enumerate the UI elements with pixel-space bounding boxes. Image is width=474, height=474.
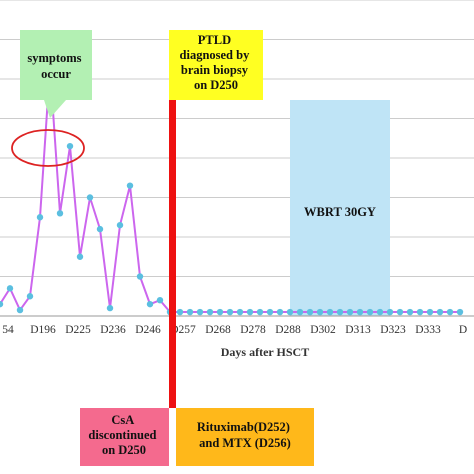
x-axis-label: Days after HSCT	[221, 345, 309, 359]
data-point-21	[206, 308, 214, 316]
data-point-24	[236, 308, 244, 316]
data-point-44	[436, 308, 444, 316]
csa-line-2: discontinued	[88, 428, 156, 442]
data-point-42	[416, 308, 424, 316]
data-point-8	[76, 253, 84, 260]
rituximab-callout	[176, 408, 314, 466]
data-point-43	[426, 308, 434, 316]
ptld-text: PTLD diagnosed by brain biopsy on D250	[180, 33, 253, 92]
data-point-33	[326, 308, 334, 316]
data-point-11	[106, 304, 114, 312]
data-point-29	[286, 308, 294, 316]
rituximab-line-1: Rituximab(D252)	[197, 420, 290, 434]
data-point-19	[186, 308, 194, 316]
x-tick-label: D278	[240, 324, 266, 336]
data-point-37	[366, 308, 374, 316]
d250-event-line	[169, 30, 176, 408]
data-point-26	[256, 308, 264, 316]
csa-line-1: CsA	[111, 413, 134, 427]
data-point-39	[386, 308, 394, 316]
series-line	[0, 63, 464, 316]
data-point-20	[196, 308, 204, 316]
x-tick-label: D323	[380, 324, 406, 336]
symptoms-line-1: symptoms	[27, 51, 81, 65]
ptld-callout	[169, 30, 263, 100]
data-point-2	[16, 306, 24, 314]
data-point-13	[126, 182, 134, 189]
data-point-7	[66, 142, 74, 150]
symptoms-line-2: occur	[41, 67, 71, 81]
data-point-31	[306, 308, 314, 316]
data-point-1	[6, 285, 14, 292]
data-point-28	[276, 308, 284, 316]
data-point-25	[246, 308, 254, 316]
symptoms-callout	[20, 30, 92, 100]
x-tick-label: D313	[345, 324, 371, 336]
data-point-14	[136, 273, 144, 280]
data-point-38	[376, 308, 384, 316]
x-tick-label: D268	[205, 324, 231, 336]
data-point-22	[216, 308, 224, 316]
ptld-line-4: on D250	[194, 78, 238, 92]
data-point-18	[176, 308, 184, 316]
rituximab-text: Rituximab(D252) and MTX (D256)	[197, 420, 293, 450]
csa-callout	[80, 408, 169, 466]
data-point-30	[296, 308, 304, 316]
ptld-line-2: diagnosed by	[180, 48, 251, 62]
series-path	[0, 67, 460, 314]
data-point-3	[26, 293, 34, 300]
data-point-12	[116, 221, 124, 229]
peak-highlight-ellipse	[11, 129, 85, 167]
wbrt-shaded-region	[290, 100, 390, 316]
data-point-35	[346, 308, 354, 316]
x-tick-label: D333	[415, 324, 441, 336]
x-tick-label: D236	[100, 324, 126, 336]
csa-text: CsA discontinued on D250	[88, 413, 159, 457]
x-tick-label: D	[459, 324, 467, 336]
csa-line-3: on D250	[102, 443, 146, 457]
data-point-27	[266, 308, 274, 316]
x-tick-label: D288	[275, 324, 301, 336]
rituximab-line-2: and MTX (D256)	[199, 436, 291, 450]
data-point-0	[0, 300, 4, 308]
x-tick-label: 54	[2, 324, 14, 336]
x-tick-label: D257	[170, 324, 196, 336]
symptoms-text: symptoms occur	[27, 51, 84, 81]
data-point-23	[226, 308, 234, 316]
data-point-46	[456, 308, 464, 316]
data-point-40	[396, 308, 404, 316]
x-tick-label: D246	[135, 324, 161, 336]
data-point-16	[156, 297, 164, 304]
wbrt-label: WBRT 30GY	[304, 205, 376, 219]
data-point-45	[446, 308, 454, 316]
ptld-line-3: brain biopsy	[181, 63, 249, 77]
ptld-line-1: PTLD	[198, 33, 231, 47]
symptoms-callout-pointer	[44, 100, 66, 118]
x-tick-label: D196	[30, 324, 56, 336]
data-point-32	[316, 308, 324, 316]
x-tick-label: D302	[310, 324, 336, 336]
data-point-15	[146, 300, 154, 308]
data-point-34	[336, 308, 344, 316]
data-point-4	[36, 214, 44, 221]
data-point-41	[406, 308, 414, 316]
data-point-10	[96, 225, 104, 233]
data-point-9	[86, 194, 94, 201]
x-tick-label: D225	[65, 324, 91, 336]
x-tick-labels: 54 D196 D225 D236 D246 D257 D268 D278 D288 D302 D3…	[2, 324, 467, 336]
data-point-36	[356, 308, 364, 316]
data-point-6	[56, 210, 64, 217]
